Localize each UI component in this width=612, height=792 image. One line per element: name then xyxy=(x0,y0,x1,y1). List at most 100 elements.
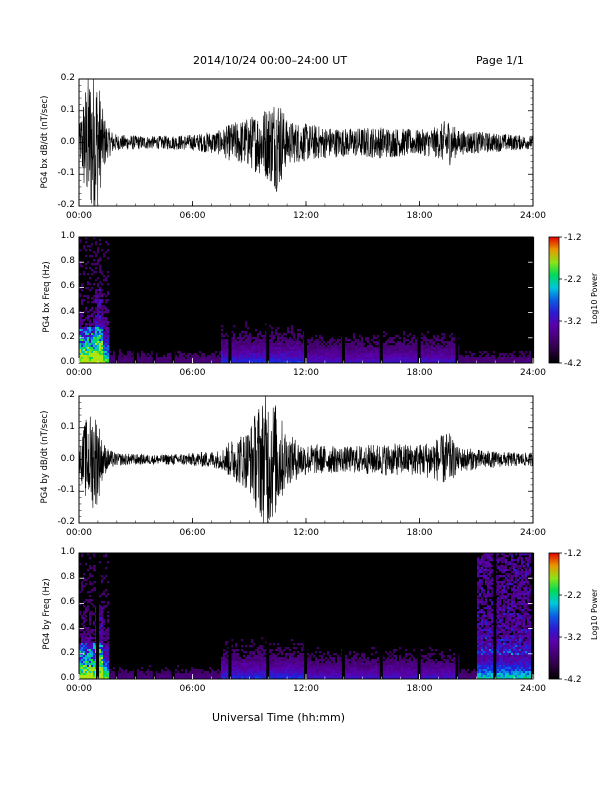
spectrogram-cell xyxy=(409,361,412,364)
spectrogram-cell xyxy=(109,361,112,364)
spectrogram-cell xyxy=(365,349,368,352)
spectrogram-cell xyxy=(479,567,482,570)
spectrogram-cell xyxy=(253,657,256,660)
spectrogram-cell xyxy=(95,299,98,302)
spectrogram-cell xyxy=(291,339,294,342)
spectrogram-cell xyxy=(219,357,222,360)
spectrogram-cell xyxy=(369,671,372,674)
spectrogram-cell xyxy=(449,671,452,674)
spectrogram-cell xyxy=(377,347,380,350)
spectrogram-cell xyxy=(347,339,350,342)
spectrogram-cell xyxy=(347,353,350,356)
spectrogram-cell xyxy=(437,335,440,338)
spectrogram-cell xyxy=(337,655,340,658)
spectrogram-cell xyxy=(297,671,300,674)
spectrogram-cell xyxy=(433,667,436,670)
spectrogram-cell xyxy=(337,669,340,672)
spectrogram-cell xyxy=(403,677,406,680)
spectrogram-cell xyxy=(479,663,482,666)
spectrogram-cell xyxy=(285,657,288,660)
spectrogram-cell xyxy=(461,677,464,680)
spectrogram-cell xyxy=(117,357,120,360)
spectrogram-cell xyxy=(251,343,254,346)
spectrogram-cell xyxy=(129,353,132,356)
spectrogram-cell xyxy=(101,671,104,674)
spectrogram-cell xyxy=(247,361,250,364)
spectrogram-cell xyxy=(209,673,212,676)
spectrogram-cell xyxy=(195,673,198,676)
spectrogram-cell xyxy=(85,649,88,652)
spectrogram-cell xyxy=(301,659,304,662)
spectrogram-cell xyxy=(97,303,100,306)
spectrogram-cell xyxy=(309,677,312,680)
spectrogram-cell xyxy=(449,361,452,364)
spectrogram-cell xyxy=(435,677,438,680)
spectrogram-cell xyxy=(97,319,100,322)
spectrogram-cell xyxy=(277,649,280,652)
spectrogram-cell xyxy=(107,673,110,676)
spectrogram-cell xyxy=(241,677,244,680)
spectrogram-cell xyxy=(467,669,470,672)
spectrogram-cell xyxy=(269,669,272,672)
spectrogram-cell xyxy=(147,669,150,672)
spectrogram-cell xyxy=(137,357,140,360)
spectrogram-cell xyxy=(413,671,416,674)
spectrogram-cell xyxy=(85,611,88,614)
spectrogram-cell xyxy=(99,291,102,294)
spectrogram-cell xyxy=(79,643,82,646)
spectrogram-cell xyxy=(93,675,96,678)
spectrogram-cell xyxy=(433,665,436,668)
spectrogram-cell xyxy=(403,351,406,354)
spectrogram-cell xyxy=(301,655,304,658)
spectrogram-cell xyxy=(101,273,104,276)
spectrogram-cell xyxy=(81,265,84,268)
spectrogram-cell xyxy=(335,667,338,670)
spectrogram-cell xyxy=(91,631,94,634)
spectrogram-cell xyxy=(363,653,366,656)
spectrogram-cell xyxy=(409,333,412,336)
spectrogram-cell xyxy=(105,353,108,356)
spectrogram-cell xyxy=(393,661,396,664)
spectrogram-cell xyxy=(473,357,476,360)
spectrogram-cell xyxy=(107,603,110,606)
spectrogram-cell xyxy=(301,353,304,356)
spectrogram-cell xyxy=(245,335,248,338)
spectrogram-cell xyxy=(105,651,108,654)
spectrogram-cell xyxy=(397,361,400,364)
spectrogram-cell xyxy=(231,677,234,680)
spectrogram-cell xyxy=(223,359,226,362)
spectrogram-cell xyxy=(113,353,116,356)
spectrogram-cell xyxy=(193,669,196,672)
spectrogram-cell xyxy=(117,359,120,362)
spectrogram-cell xyxy=(285,673,288,676)
spectrogram-cell xyxy=(79,677,82,680)
spectrogram-cell xyxy=(421,361,424,364)
spectrogram-cell xyxy=(365,339,368,342)
spectrogram-cell xyxy=(345,337,348,340)
spectrogram-cell xyxy=(189,359,192,362)
spectrogram-cell xyxy=(235,671,238,674)
spectrogram-cell xyxy=(353,357,356,360)
spectrogram-cell xyxy=(413,343,416,346)
spectrogram-cell xyxy=(107,327,110,330)
spectrogram-cell xyxy=(309,661,312,664)
spectrogram-cell xyxy=(477,623,480,626)
spectrogram-cell xyxy=(85,675,88,678)
spectrogram-cell xyxy=(423,357,426,360)
spectrogram-cell xyxy=(99,299,102,302)
spectrogram-cell xyxy=(221,329,224,332)
spectrogram-cell xyxy=(373,647,376,650)
spectrogram-cell xyxy=(373,359,376,362)
spectrogram-cell xyxy=(519,355,522,358)
spectrogram-cell xyxy=(233,659,236,662)
spectrogram-cell xyxy=(85,669,88,672)
spectrogram-cell xyxy=(441,673,444,676)
spectrogram-cell xyxy=(253,669,256,672)
spectrogram-cell xyxy=(449,335,452,338)
spectrogram-cell xyxy=(101,355,104,358)
spectrogram-cell xyxy=(199,673,202,676)
spectrogram-cell xyxy=(385,651,388,654)
spectrogram-cell xyxy=(319,345,322,348)
spectrogram-cell xyxy=(285,333,288,336)
spectrogram-cell xyxy=(385,361,388,364)
